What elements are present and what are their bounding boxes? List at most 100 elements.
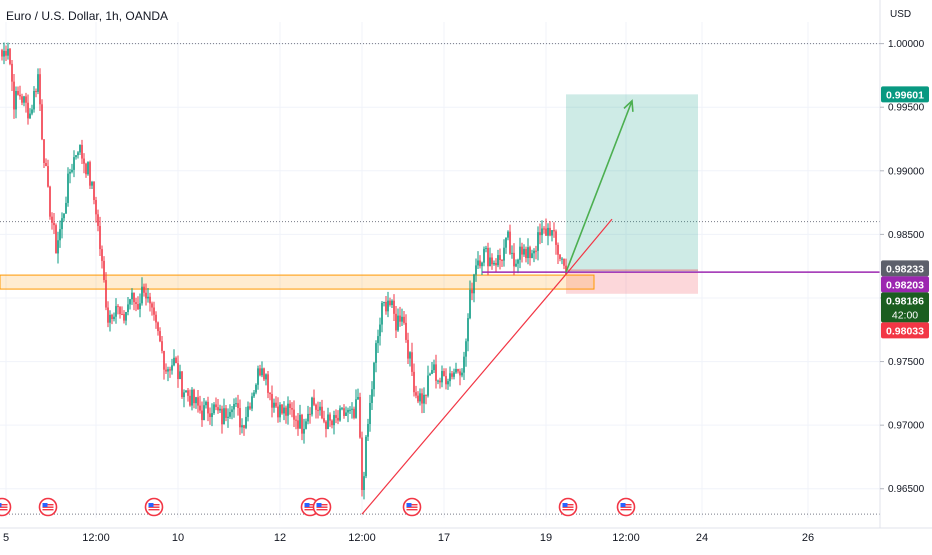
candle-body [9,48,11,64]
candle [425,394,427,405]
candle [21,93,23,106]
candle [253,390,255,398]
candle [477,251,479,270]
candle [215,397,217,411]
candle-body [55,225,57,254]
candle [225,405,227,422]
candle-body [225,408,227,418]
ascending-trend-line[interactable] [361,273,567,515]
price-label-previous-close[interactable]: 0.98233 [881,260,929,277]
candle-body [537,232,539,251]
flag-stripe [0,504,8,506]
candle-body [293,409,295,420]
candle [71,163,73,174]
candle-body [73,157,75,170]
candle [431,362,433,375]
price-tick-label: 0.96500 [888,484,925,495]
candle [319,401,321,416]
candle-body [503,247,505,261]
candle-body [289,403,291,409]
candle [137,296,139,310]
candle [107,301,109,328]
flag-stripe [304,504,316,506]
candle [5,45,7,62]
price-label-last-price[interactable]: 0.98186 42:00 [881,292,929,323]
us-flag-event-icon[interactable] [144,497,164,517]
candle-body [89,162,91,186]
candle-body [51,216,53,223]
candle [115,298,117,324]
projection-arrow-line[interactable] [565,100,633,273]
time-tick-label: 24 [696,532,708,544]
candle [475,258,477,282]
us-flag-event-icon[interactable] [616,497,636,517]
price-tick-label: 0.97500 [888,357,925,368]
candle [361,431,363,497]
candle [365,435,367,479]
candle [405,314,407,343]
candle-body [177,363,179,380]
candle-body [435,364,437,381]
candle [259,364,261,377]
us-flag-event-icon[interactable] [0,497,12,517]
candle-body [557,244,559,255]
candle-body [515,263,517,267]
candle-body [29,113,31,119]
candle [439,377,441,389]
us-flag-event-icon[interactable] [312,497,332,517]
candle-body [283,407,285,414]
candle-body [71,169,73,172]
candle [77,151,79,159]
candle [419,388,421,406]
candle-body [523,248,525,255]
candle [131,288,133,305]
flag-stripe [304,509,316,511]
candle-body [305,421,307,429]
candle [481,261,483,276]
support-zone-rectangle[interactable] [0,274,595,290]
time-tick-label: 12:00 [348,532,376,544]
us-flag-event-icon[interactable] [38,497,58,517]
us-flag-event-icon[interactable] [558,497,578,517]
price-axis-currency[interactable]: USD [890,9,912,20]
long-position-stop-zone[interactable] [566,272,698,294]
candle-body [493,262,495,265]
candle-body [149,296,151,304]
price-label-horizontal-line[interactable]: 0.98203 [881,276,929,293]
candle [421,388,423,414]
candle-body [411,352,413,372]
candle-body [163,350,165,370]
candle-body [165,369,167,372]
candle-body [483,248,485,263]
candle-body [451,373,453,377]
candle-body [447,381,449,385]
candle-body [13,81,15,110]
price-label-stop-loss[interactable]: 0.98033 [881,322,929,339]
candle [59,220,61,248]
trend-line-extension[interactable] [565,218,613,275]
candle [187,388,189,402]
us-flag-event-icon[interactable] [402,497,422,517]
candle [23,95,25,107]
time-tick-label: 17 [438,532,450,544]
candle [321,399,323,420]
candle [219,404,221,413]
long-position-profit-zone[interactable] [566,94,698,273]
price-tick-label: 1.00000 [888,39,925,50]
candle-body [519,246,521,260]
candle [157,321,159,336]
symbol-title[interactable]: Euro / U.S. Dollar, 1h, OANDA [6,9,169,23]
candle-body [75,155,77,158]
flag-stripe [406,509,418,511]
candle-body [43,139,45,163]
time-tick-label: 12:00 [612,532,640,544]
candle [63,213,65,222]
price-label-long-target[interactable]: 0.99601 [881,86,929,103]
candle [367,418,369,441]
candle-body [49,186,51,217]
candle [359,392,361,439]
candle [209,407,211,425]
candle [99,216,101,256]
